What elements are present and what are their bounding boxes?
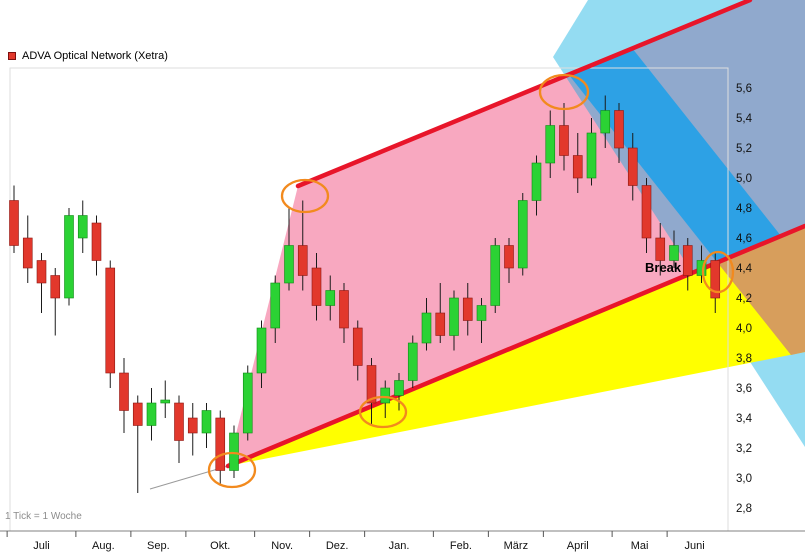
pivot-circle — [207, 451, 257, 489]
candle-up — [669, 245, 679, 261]
candle-down — [710, 260, 721, 299]
candle-down — [105, 267, 116, 374]
y-axis-label: 5,4 — [736, 113, 753, 125]
candle-up — [77, 215, 88, 239]
candle-down — [614, 110, 624, 149]
breakdown-overlap-area — [717, 226, 805, 355]
pivot-circle — [701, 250, 735, 294]
candle-down — [9, 200, 19, 246]
x-axis-label: Aug. — [92, 540, 115, 552]
rising-channel-upper-line — [295, 0, 753, 189]
y-axis-label: 3,0 — [736, 473, 752, 485]
x-axis-label: Feb. — [450, 540, 472, 552]
candle-down — [352, 327, 363, 366]
rising-channel-lower-line — [225, 223, 805, 469]
x-axis-label: Mai — [631, 540, 649, 552]
candle-up — [545, 125, 556, 164]
candle-up — [242, 372, 253, 434]
y-axis-label: 5,6 — [736, 83, 752, 95]
x-axis-label: Jan. — [389, 540, 410, 552]
y-axis-label: 2,8 — [736, 503, 752, 515]
pivot-circle — [280, 178, 330, 214]
candle-up — [160, 399, 171, 404]
candle-up — [421, 312, 432, 344]
candle-up — [490, 245, 501, 306]
tick-interval-note: 1 Tick = 1 Woche — [5, 511, 82, 522]
candle-up — [407, 342, 418, 381]
candle-down — [311, 267, 322, 306]
y-axis-label: 5,2 — [736, 143, 752, 155]
candle-up — [449, 297, 459, 336]
x-axis-label: Nov. — [271, 540, 293, 552]
minor-trendline — [149, 465, 229, 490]
x-axis-label: März — [504, 540, 528, 552]
candle-down — [682, 245, 693, 276]
candle-down — [22, 237, 33, 269]
y-axis-label: 5,0 — [736, 173, 752, 185]
candle-down — [435, 312, 446, 336]
y-axis-label: 4,6 — [736, 233, 752, 245]
pivot-circle — [358, 395, 408, 429]
candle-up — [380, 387, 391, 404]
y-axis-label: 3,8 — [736, 353, 752, 365]
y-axis-label: 3,6 — [736, 383, 752, 395]
candle-up — [64, 215, 74, 299]
x-axis-label: Okt. — [210, 540, 230, 552]
x-axis-label: Juni — [685, 540, 705, 552]
break-annotation: Break — [645, 260, 682, 275]
y-axis-label: 4,4 — [736, 263, 753, 275]
candle-down — [187, 417, 198, 434]
candle-up — [229, 432, 239, 471]
candle-up — [256, 327, 267, 374]
candle-down — [132, 402, 143, 426]
x-axis-label: Juli — [33, 540, 50, 552]
candle-down — [91, 222, 102, 261]
candle-down — [119, 372, 129, 411]
candle-down — [462, 297, 473, 321]
candle-up — [325, 290, 336, 306]
candle-up — [394, 380, 404, 396]
x-axis-label: Sep. — [147, 540, 170, 552]
candle-up — [270, 282, 281, 329]
candle-up — [696, 260, 707, 276]
legend: ADVA Optical Network (Xetra) — [8, 50, 168, 62]
candle-down — [297, 245, 308, 276]
candle-up — [531, 162, 542, 201]
candle-down — [641, 185, 652, 239]
candle-down — [36, 260, 47, 284]
candle-down — [366, 365, 377, 404]
candle-down — [339, 290, 349, 329]
candle-up — [517, 200, 528, 269]
y-axis-label: 3,2 — [736, 443, 752, 455]
y-axis-label: 3,4 — [736, 413, 753, 425]
candle-down — [627, 147, 638, 186]
candle-up — [284, 245, 294, 284]
y-axis-label: 4,2 — [736, 293, 752, 305]
candle-up — [586, 132, 597, 179]
candle-down — [504, 245, 514, 269]
y-axis-label: 4,0 — [736, 323, 752, 335]
pivot-circle — [538, 73, 590, 111]
candle-up — [600, 110, 611, 134]
y-axis-label: 4,8 — [736, 203, 752, 215]
candle-down — [655, 237, 666, 261]
x-axis-label: April — [567, 540, 589, 552]
legend-swatch — [8, 52, 16, 60]
candle-down — [572, 155, 583, 179]
candle-down — [50, 275, 61, 299]
candle-down — [559, 125, 569, 156]
legend-label: ADVA Optical Network (Xetra) — [22, 50, 168, 62]
x-axis-label: Dez. — [326, 540, 349, 552]
candle-up — [146, 402, 157, 426]
candle-up — [201, 410, 212, 434]
candle-down — [215, 417, 226, 471]
candle-down — [174, 402, 184, 441]
candle-up — [476, 305, 487, 321]
